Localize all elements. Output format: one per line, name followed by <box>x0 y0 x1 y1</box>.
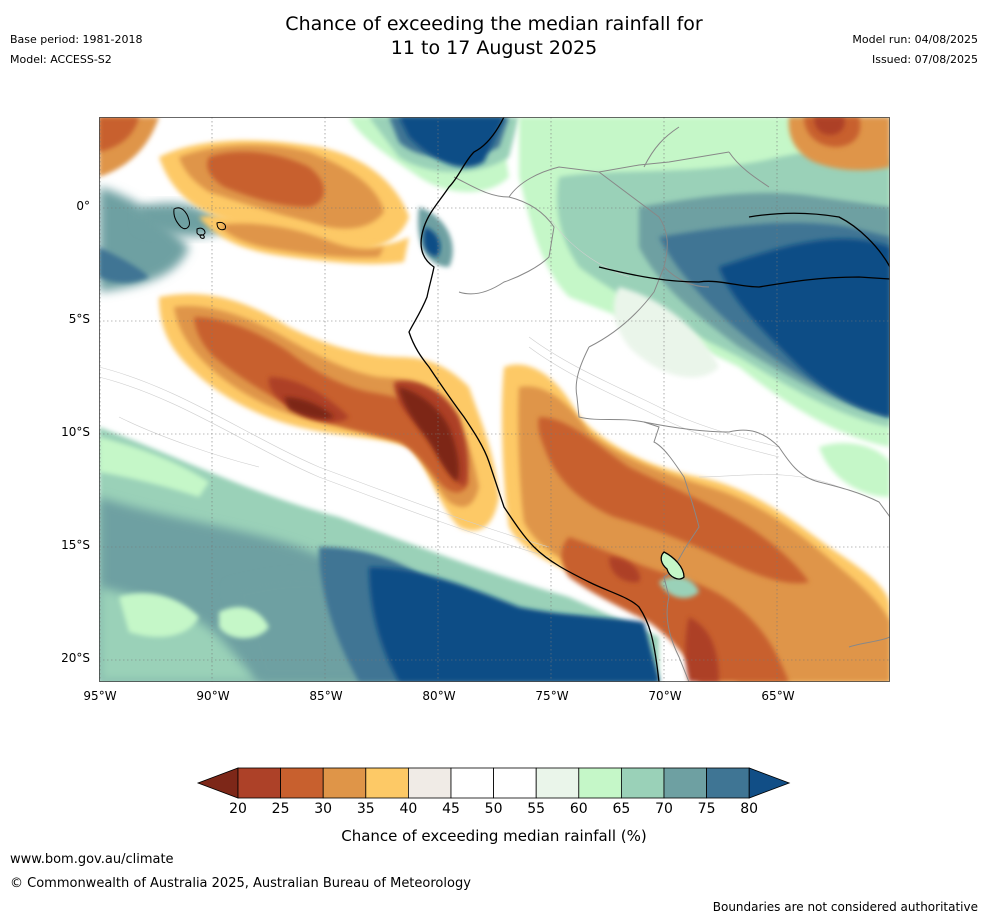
colorbar-cell <box>407 767 452 799</box>
colorbar-arrow-high <box>748 767 791 799</box>
colorbar-tick-label: 80 <box>740 801 759 817</box>
colorbar-cell <box>620 767 665 799</box>
issued-date: Issued: 07/08/2025 <box>871 53 978 66</box>
colorbar-cell <box>578 767 622 799</box>
colorbar-tick-label: 65 <box>612 801 631 817</box>
colorbar-tick-label: 25 <box>271 801 290 817</box>
colorbar-tick-label: 35 <box>356 801 375 817</box>
colorbar-cell <box>493 767 537 799</box>
colorbar-cell <box>237 767 281 799</box>
galapagos-islands <box>173 207 226 239</box>
colorbar-cell <box>450 767 494 799</box>
colorbar-cell <box>706 767 750 799</box>
lat-label-20s: 20°S <box>61 651 90 665</box>
lon-label-90w: 90°W <box>196 689 230 703</box>
footer-disclaimer: Boundaries are not considered authoritat… <box>712 900 978 914</box>
model-run: Model run: 04/08/2025 <box>852 33 978 46</box>
colorbar-arrow-low <box>196 767 239 799</box>
footer-url: www.bom.gov.au/climate <box>10 852 174 867</box>
contour-lines <box>99 216 840 558</box>
meta-left: Base period: 1981-2018 Model: ACCESS-S2 <box>10 30 142 70</box>
coastlines <box>408 117 890 682</box>
colorbar-tick-label: 40 <box>399 801 418 817</box>
lon-label-65w: 65°W <box>761 689 795 703</box>
colorbar-tick-label: 20 <box>229 801 247 817</box>
footer-copyright: © Commonwealth of Australia 2025, Austra… <box>10 876 471 891</box>
map-frame <box>99 117 890 682</box>
lon-label-75w: 75°W <box>535 689 569 703</box>
colorbar-cell <box>280 767 324 799</box>
probability-fill <box>99 117 890 682</box>
national-boundaries <box>453 126 890 682</box>
lon-label-80w: 80°W <box>422 689 456 703</box>
lat-label-5s: 5°S <box>68 312 90 326</box>
colorbar-tick-label: 75 <box>697 801 716 817</box>
rainfall-map <box>99 117 890 682</box>
lat-label-0: 0° <box>76 199 90 213</box>
lat-label-15s: 15°S <box>61 538 90 552</box>
title-line-2: 11 to 17 August 2025 <box>390 37 598 59</box>
colorbar-cell <box>663 767 707 799</box>
meta-right: Model run: 04/08/2025 Issued: 07/08/2025 <box>852 30 978 70</box>
map-title: Chance of exceeding the median rainfall … <box>0 12 988 60</box>
colorbar-cell <box>535 767 580 799</box>
model-name: Model: ACCESS-S2 <box>10 53 112 66</box>
colorbar-tick-label: 55 <box>527 801 546 817</box>
colorbar-cells <box>196 767 791 799</box>
colorbar-tick-label: 70 <box>655 801 673 817</box>
colorbar <box>196 767 791 799</box>
lon-label-85w: 85°W <box>309 689 343 703</box>
base-period: Base period: 1981-2018 <box>10 33 143 46</box>
colorbar-tick-label: 60 <box>569 801 588 817</box>
lon-label-95w: 95°W <box>83 689 117 703</box>
colorbar-cell <box>365 767 409 799</box>
colorbar-cell <box>322 767 367 799</box>
lon-label-70w: 70°W <box>648 689 682 703</box>
colorbar-tick-label: 30 <box>314 801 333 817</box>
colorbar-tick-label: 45 <box>442 801 460 817</box>
colorbar-tick-label: 50 <box>484 801 503 817</box>
colorbar-label: Chance of exceeding median rainfall (%) <box>341 827 647 845</box>
title-line-1: Chance of exceeding the median rainfall … <box>285 13 703 35</box>
lat-label-10s: 10°S <box>61 425 90 439</box>
